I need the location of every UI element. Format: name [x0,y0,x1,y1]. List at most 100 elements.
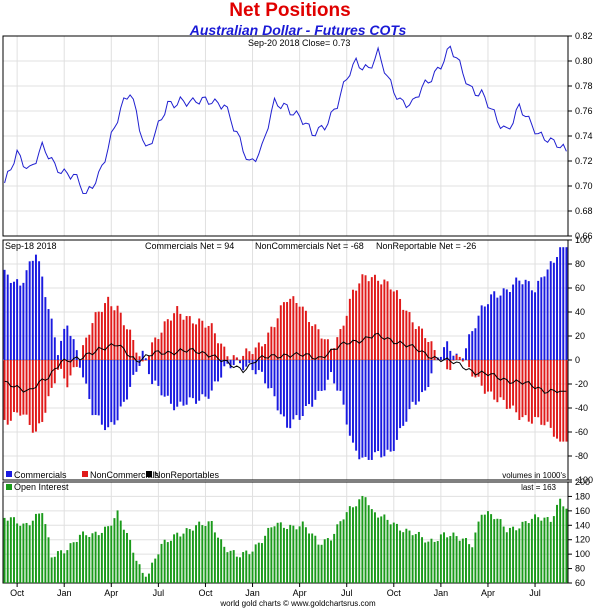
noncommercials-bar [50,360,53,388]
noncommercials-bar [330,349,332,360]
commercials-bar [254,360,257,375]
open-interest-bar [72,542,75,583]
open-interest-bar [537,517,540,583]
commercials-bar [267,360,270,389]
open-interest-bar [436,541,439,583]
open-interest-bar [60,550,63,583]
noncommercials-bar [232,355,235,360]
commercials-bar [88,360,91,400]
commercials-bar [515,277,518,360]
open-interest-bar [63,553,66,583]
noncommercials-bar [138,356,141,360]
open-interest-bar [273,526,276,583]
commercials-bar [323,360,326,391]
noncommercials-bar [31,360,34,433]
commercials-bar [276,360,279,411]
noncommercials-bar [226,356,229,360]
noncommercials-bar [383,279,386,360]
commercials-bar [273,360,276,397]
commercials-bar [135,360,138,372]
noncommercials-bar [530,360,533,424]
open-interest-bar [333,533,336,583]
noncommercials-bar [386,281,389,360]
y-tick-label: 20 [575,331,585,341]
commercials-bar [38,261,41,360]
commercials-bar [471,331,474,360]
open-interest-bar [502,526,505,583]
commercials-bar [213,360,216,382]
noncommercials-bar [85,337,88,360]
open-interest-bar [433,541,436,583]
open-interest-bar [229,550,232,583]
noncommercials-bar [333,348,336,360]
open-interest-bar [88,536,91,583]
commercials-bar [113,360,116,425]
open-interest-bar [427,541,430,583]
noncommercials-bar [22,360,25,415]
commercials-bar [141,350,144,360]
open-interest-bar [116,510,119,583]
y-tick-label: 0.72 [575,156,593,166]
open-interest-bar [166,542,169,583]
y-tick-label: 80 [575,259,585,269]
noncommercials-bar [135,352,138,360]
open-interest-bar [176,532,179,583]
x-tick-label: Oct [10,588,25,598]
commercials-bar [512,284,515,360]
noncommercials-bar [69,360,72,376]
open-interest-bar [380,516,383,583]
open-interest-bar [559,498,562,583]
noncommercials-bar [392,291,395,360]
commercials-bar [486,304,489,360]
open-interest-bar [565,508,568,583]
chart-title: Net Positions [229,0,350,21]
commercials-bar [217,360,219,382]
open-interest-bar [430,538,433,583]
open-interest-bar [364,497,367,583]
noncommercials-bar [160,332,163,360]
commercials-bar [232,360,235,366]
noncommercials-bar [295,303,298,360]
open-interest-bar [276,522,279,583]
open-interest-bar [486,511,489,583]
open-interest-bar [508,527,511,583]
commercials-bar [427,360,430,387]
open-interest-bar [549,521,552,583]
noncommercials-bar [540,360,543,425]
open-interest-bar [147,573,150,583]
open-interest-bar [198,521,201,583]
noncommercials-bar [132,339,135,360]
noncommercials-bar [257,342,260,360]
open-interest-bar [141,572,144,583]
net-date-caption: Sep-18 2018 [5,241,57,251]
noncommercials-bar [380,284,383,360]
open-interest-bar [414,534,417,583]
y-tick-label: 60 [575,578,585,588]
commercials-bar [104,360,106,431]
commercials-bar [424,360,427,391]
noncommercials-bar [286,302,289,360]
commercials-bar [370,360,373,460]
commercials-bar [66,325,69,360]
noncommercials-bar [348,298,351,360]
y-tick-label: 180 [575,491,590,501]
commercials-bar [119,360,122,407]
noncommercials-bar [326,339,329,360]
open-interest-bar [94,531,97,583]
open-interest-bar [38,513,41,583]
commercials-bar [179,360,182,402]
noncommercials-bar [301,306,304,360]
commercials-bar [546,269,549,360]
noncommercials-bar [292,296,295,360]
noncommercials-bar [364,275,367,360]
open-interest-bar [132,552,135,583]
open-interest-bar [317,544,320,583]
commercials-bar [122,360,125,402]
open-interest-bar [540,520,543,583]
panel-frame [2,35,569,237]
commercials-bar [367,360,370,460]
open-interest-bar [185,528,188,583]
y-tick-label: 0 [575,355,580,365]
commercials-bar [521,284,524,360]
commercials-bar [421,360,424,393]
